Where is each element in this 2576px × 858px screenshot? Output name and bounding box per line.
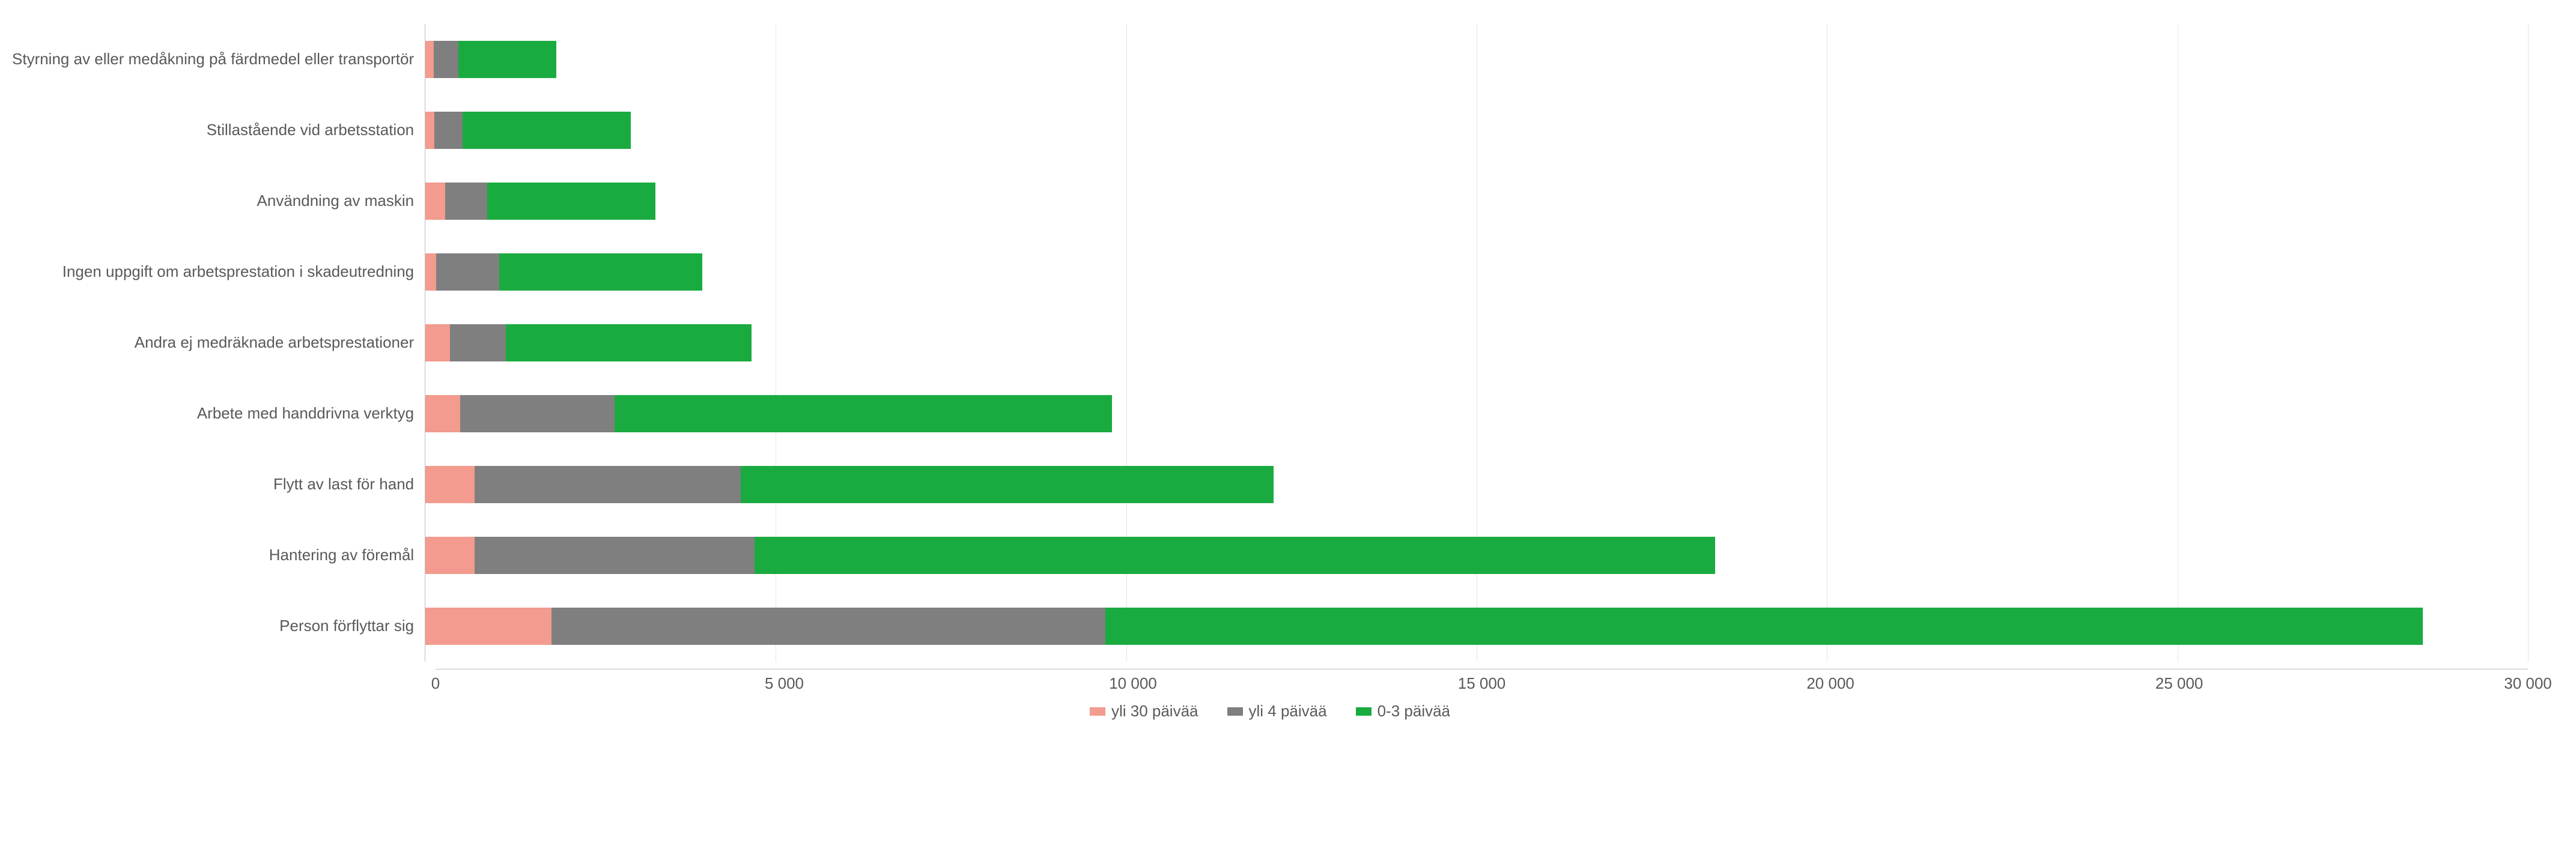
x-axis-tick: 5 000 xyxy=(765,674,804,693)
bar-segment-s1 xyxy=(425,466,475,503)
bar-segment-s1 xyxy=(425,112,434,149)
bar-segment-s1 xyxy=(425,253,436,291)
y-axis-label: Ingen uppgift om arbetsprestation i skad… xyxy=(12,262,414,281)
legend-item: yli 4 päivää xyxy=(1227,702,1327,721)
legend-item: yli 30 päivää xyxy=(1090,702,1198,721)
bar-segment-s3 xyxy=(487,183,655,220)
bar-segment-s2 xyxy=(436,253,499,291)
y-axis-label: Användning av maskin xyxy=(12,192,414,210)
bar-row xyxy=(425,183,2528,220)
legend-item: 0-3 päivää xyxy=(1356,702,1450,721)
y-axis-label: Hantering av föremål xyxy=(12,546,414,564)
x-axis-tick: 15 000 xyxy=(1458,674,1506,693)
legend-label: yli 4 päivää xyxy=(1249,702,1327,721)
x-axis-tick: 20 000 xyxy=(1806,674,1855,693)
bar-row xyxy=(425,112,2528,149)
plot-area xyxy=(425,24,2528,662)
bar-row xyxy=(425,537,2528,574)
chart-body: Styrning av eller medåkning på färdmedel… xyxy=(12,24,2528,662)
x-axis-tick: 30 000 xyxy=(2504,674,2552,693)
y-axis-label: Andra ej medräknade arbetsprestationer xyxy=(12,333,414,352)
bar-segment-s2 xyxy=(460,395,615,432)
grid-line xyxy=(2528,24,2529,662)
bar-segment-s3 xyxy=(458,41,556,78)
legend-label: 0-3 päivää xyxy=(1378,702,1450,721)
y-axis-label: Stillastående vid arbetsstation xyxy=(12,121,414,139)
stacked-bar-chart: Styrning av eller medåkning på färdmedel… xyxy=(0,0,2576,745)
x-axis-ticks: 05 00010 00015 00020 00025 00030 000 xyxy=(436,669,2528,687)
bar-segment-s1 xyxy=(425,183,445,220)
x-axis-tick: 10 000 xyxy=(1109,674,1157,693)
bar-segment-s3 xyxy=(741,466,1274,503)
bar-segment-s1 xyxy=(425,324,450,361)
bar-segment-s3 xyxy=(506,324,751,361)
bar-segment-s3 xyxy=(755,537,1715,574)
bar-segment-s2 xyxy=(434,112,463,149)
bar-segment-s2 xyxy=(450,324,506,361)
y-axis-label: Styrning av eller medåkning på färdmedel… xyxy=(12,50,414,68)
bar-row xyxy=(425,324,2528,361)
legend: yli 30 päivää yli 4 päivää 0-3 päivää xyxy=(12,702,2528,721)
bar-row xyxy=(425,466,2528,503)
bar-segment-s3 xyxy=(615,395,1112,432)
bar-segment-s2 xyxy=(434,41,458,78)
bar-segment-s1 xyxy=(425,41,434,78)
bar-row xyxy=(425,395,2528,432)
bars-container xyxy=(425,24,2528,662)
bar-segment-s1 xyxy=(425,395,460,432)
bar-segment-s2 xyxy=(551,608,1105,645)
bar-segment-s2 xyxy=(445,183,487,220)
legend-label: yli 30 päivää xyxy=(1111,702,1198,721)
bar-segment-s3 xyxy=(499,253,702,291)
legend-swatch xyxy=(1090,707,1105,716)
y-axis-label: Arbete med handdrivna verktyg xyxy=(12,404,414,423)
bar-segment-s2 xyxy=(475,537,755,574)
x-axis-tick: 0 xyxy=(431,674,440,693)
bar-segment-s3 xyxy=(463,112,631,149)
x-axis: 05 00010 00015 00020 00025 00030 000 xyxy=(12,669,2528,687)
legend-swatch xyxy=(1227,707,1243,716)
y-axis-labels: Styrning av eller medåkning på färdmedel… xyxy=(12,24,425,662)
bar-row xyxy=(425,41,2528,78)
y-axis-label: Flytt av last för hand xyxy=(12,475,414,494)
bar-row xyxy=(425,608,2528,645)
bar-segment-s1 xyxy=(425,537,475,574)
bar-segment-s1 xyxy=(425,608,551,645)
bar-segment-s2 xyxy=(475,466,741,503)
legend-swatch xyxy=(1356,707,1372,716)
x-axis-spacer xyxy=(12,669,436,687)
x-axis-tick: 25 000 xyxy=(2155,674,2204,693)
bar-segment-s3 xyxy=(1105,608,2423,645)
bar-row xyxy=(425,253,2528,291)
y-axis-label: Person förflyttar sig xyxy=(12,617,414,635)
